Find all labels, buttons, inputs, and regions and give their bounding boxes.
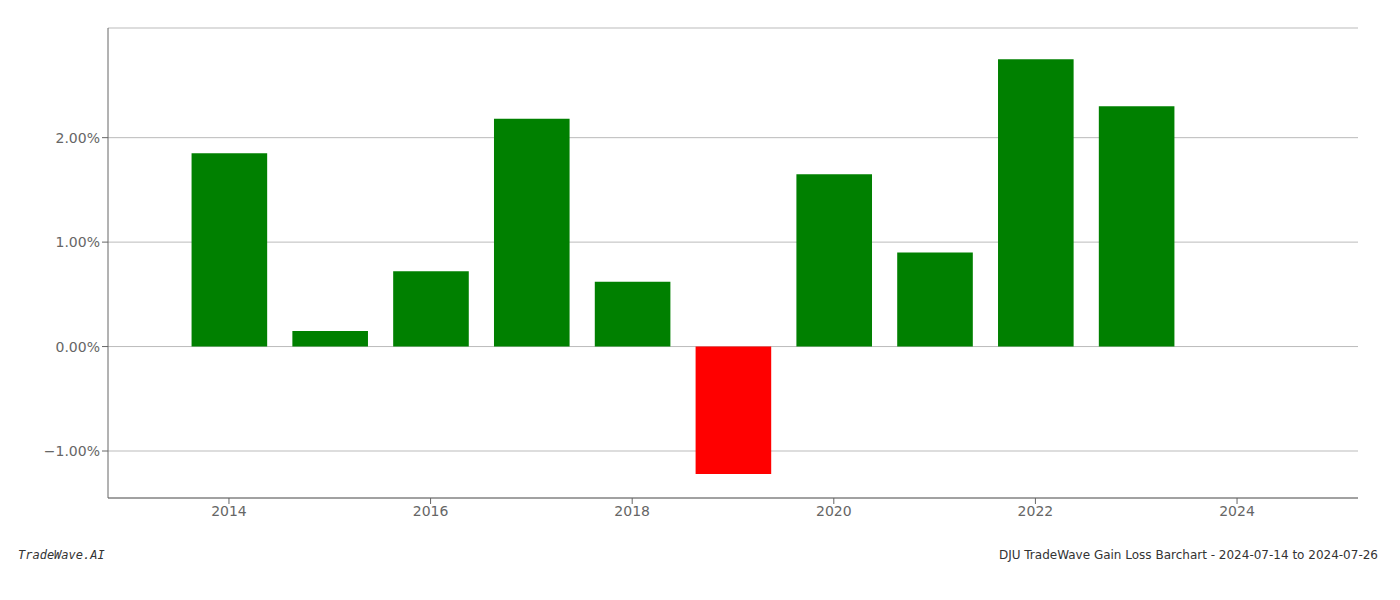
svg-text:2.00%: 2.00%: [56, 130, 100, 146]
svg-text:2018: 2018: [614, 503, 650, 519]
html-text:DJU TradeWave Gain Loss Barcha: DJU TradeWave Gain Loss Barchart - 2024-…: [998, 548, 1378, 562]
svg-text:2016: 2016: [413, 503, 449, 519]
svg-text:2020: 2020: [816, 503, 852, 519]
svg-text:2022: 2022: [1018, 503, 1054, 519]
svg-text:−1.00%: −1.00%: [44, 443, 100, 459]
svg-text:2014: 2014: [211, 503, 247, 519]
svg-text:1.00%: 1.00%: [56, 234, 100, 250]
svg-text:0.00%: 0.00%: [56, 339, 100, 355]
html-text:TradeWave.AI: TradeWave.AI: [18, 548, 105, 562]
svg-text:2024: 2024: [1219, 503, 1255, 519]
